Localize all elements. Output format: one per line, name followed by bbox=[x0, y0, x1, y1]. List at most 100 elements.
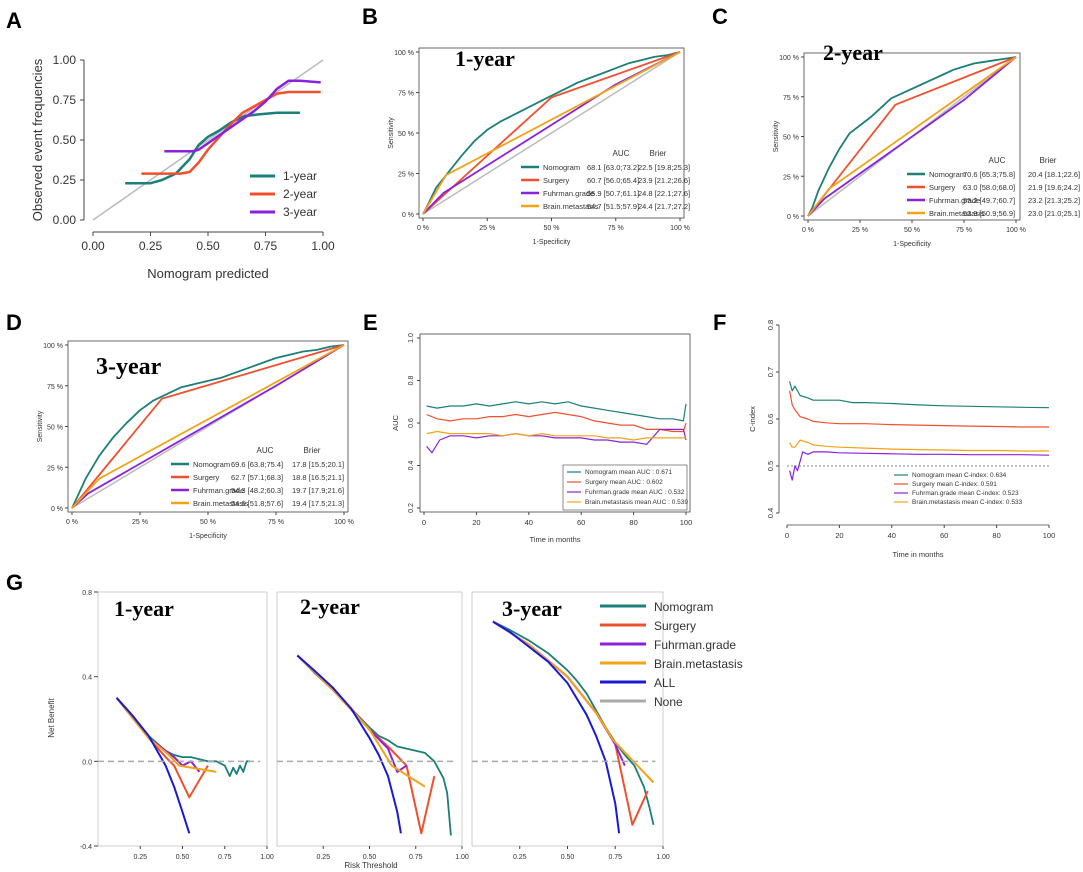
d-row-auc: 62.7 [57.1;68.3] bbox=[231, 473, 283, 482]
a-x-tick-label: 0.75 bbox=[254, 239, 278, 253]
b-x-tick-label: 0 % bbox=[417, 225, 429, 232]
e-x-tick-label: 40 bbox=[525, 518, 533, 527]
e-x-tick-label: 80 bbox=[629, 518, 637, 527]
c-row-auc: 53.9 [50.9;56.9] bbox=[963, 209, 1015, 218]
f-x-tick-label: 40 bbox=[888, 531, 896, 540]
e-line-Surgery bbox=[426, 411, 687, 433]
b-row-name: Brain.metastasis bbox=[543, 202, 599, 211]
c-roc-Nomogram bbox=[807, 56, 1017, 217]
b-row-brier: 24.4 [21.7;27.2] bbox=[638, 202, 690, 211]
d-title: 3-year bbox=[96, 354, 162, 380]
g1-x-tick-label: 0.50 bbox=[176, 854, 190, 861]
a-y-tick-label: 0.25 bbox=[53, 173, 77, 187]
g1-frame bbox=[97, 591, 268, 847]
g2-x-tick-label: 0.25 bbox=[316, 854, 330, 861]
f-x-tick-label: 20 bbox=[835, 531, 843, 540]
b-y-tick-label: 100 % bbox=[394, 50, 414, 57]
d-auc-header: AUC bbox=[257, 446, 274, 455]
b-title: 1-year bbox=[455, 46, 515, 71]
g1-x-tick-label: 0.75 bbox=[218, 854, 232, 861]
g2-line-ALL bbox=[296, 654, 402, 834]
d-row-name: Surgery bbox=[193, 473, 220, 482]
g3-x-tick-label: 0.75 bbox=[608, 854, 622, 861]
d-x-tick-label: 50 % bbox=[200, 519, 216, 526]
g-legend-label: Surgery bbox=[654, 619, 696, 633]
b-row-brier: 24.8 [22.1;27.6] bbox=[638, 189, 690, 198]
c-row-name: Nomogram bbox=[929, 170, 966, 179]
g1-x-tick-label: 0.25 bbox=[133, 854, 147, 861]
a-x-tick-label: 1.00 bbox=[311, 239, 335, 253]
d-row-auc: 54.3 [48.2;60.3] bbox=[231, 486, 283, 495]
a-x-tick-label: 0.00 bbox=[81, 239, 105, 253]
d-row-brier: 19.4 [17.5;21.3] bbox=[292, 499, 344, 508]
f-x-tick-label: 80 bbox=[992, 531, 1000, 540]
e-legend-label: Surgery mean AUC : 0.602 bbox=[585, 479, 663, 486]
c-row-name: Brain.metastasis bbox=[929, 209, 985, 218]
c-x-label: 1-Specificity bbox=[893, 241, 931, 248]
b-row-auc: 60.7 [56.0;65.4] bbox=[587, 176, 639, 185]
e-line-Fuhrman.grade bbox=[426, 428, 687, 454]
g3-frame bbox=[471, 591, 664, 847]
g-legend-label: Nomogram bbox=[654, 600, 713, 614]
f-legend-label: Brain.metastasis mean C-index: 0.533 bbox=[912, 499, 1023, 506]
c-row-brier: 23.2 [21.3;25.2] bbox=[1028, 196, 1080, 205]
c-row-brier: 23.0 [21.0;25.1] bbox=[1028, 209, 1080, 218]
g1-line-Brain.metastasis bbox=[115, 697, 217, 773]
b-auc-header: AUC bbox=[613, 149, 630, 158]
d-y-label: Sensitivity bbox=[37, 410, 44, 442]
d-x-tick-label: 25 % bbox=[132, 519, 148, 526]
d-y-tick-label: 25 % bbox=[47, 465, 63, 472]
e-line-Brain.metastasis bbox=[426, 430, 686, 441]
c-y-label: Sensitivity bbox=[773, 120, 780, 152]
f-y-tick-label: 0.6 bbox=[766, 414, 775, 424]
g1-line-ALL bbox=[115, 697, 191, 834]
b-y-tick-label: 0 % bbox=[402, 212, 414, 219]
d-y-tick-label: 50 % bbox=[47, 425, 63, 432]
e-legend-label: Nomogram mean AUC : 0.671 bbox=[585, 469, 672, 476]
g3-x-tick-label: 0.50 bbox=[561, 854, 575, 861]
e-legend-label: Brain.metastasis mean AUC : 0.539 bbox=[585, 499, 688, 506]
panel-letter-c: C bbox=[712, 4, 728, 29]
d-row-name: Fuhrman.grade bbox=[193, 486, 244, 495]
e-y-tick-label: 0.8 bbox=[408, 376, 415, 386]
f-line-Brain.metastasis bbox=[789, 439, 1049, 452]
e-y-tick-label: 1.0 bbox=[408, 333, 415, 343]
e-x-tick-label: 60 bbox=[577, 518, 585, 527]
e-x-tick-label: 20 bbox=[472, 518, 480, 527]
d-row-name: Brain.metastasis bbox=[193, 499, 249, 508]
e-y-tick-label: 0.4 bbox=[408, 461, 415, 471]
panel-letter-e: E bbox=[363, 310, 378, 335]
d-y-tick-label: 0 % bbox=[51, 506, 63, 513]
a-x-tick-label: 0.25 bbox=[139, 239, 163, 253]
b-row-auc: 68.1 [63.0;73.2] bbox=[587, 163, 639, 172]
g-y-tick-label: 0.4 bbox=[82, 675, 92, 682]
c-y-tick-label: 0 % bbox=[787, 214, 799, 221]
f-legend-label: Fuhrman.grade mean C-index: 0.523 bbox=[912, 490, 1019, 497]
g3-title: 3-year bbox=[502, 596, 562, 621]
f-x-tick-label: 100 bbox=[1043, 531, 1056, 540]
c-y-tick-label: 50 % bbox=[783, 135, 799, 142]
c-row-brier: 20.4 [18.1;22.6] bbox=[1028, 170, 1080, 179]
d-x-label: 1-Specificity bbox=[189, 533, 227, 540]
d-y-tick-label: 75 % bbox=[47, 384, 63, 391]
f-x-tick-label: 0 bbox=[785, 531, 789, 540]
b-y-tick-label: 50 % bbox=[398, 131, 414, 138]
g1-title: 1-year bbox=[114, 596, 174, 621]
g3-line-Nomogram bbox=[492, 620, 655, 826]
d-row-name: Nomogram bbox=[193, 460, 230, 469]
d-roc-Surgery bbox=[71, 344, 345, 509]
b-y-label: Sensitivity bbox=[388, 117, 395, 149]
c-row-brier: 21.9 [19.6;24.2] bbox=[1028, 183, 1080, 192]
d-x-tick-label: 0 % bbox=[66, 519, 78, 526]
a-legend-label: 3-year bbox=[283, 205, 317, 219]
g2-line-Surgery bbox=[296, 654, 436, 835]
b-row-auc: 55.9 [50.7;61.1] bbox=[587, 189, 639, 198]
g2-line-Brain.metastasis bbox=[296, 654, 426, 788]
c-y-tick-label: 100 % bbox=[779, 55, 799, 62]
b-roc-Surgery bbox=[422, 51, 681, 215]
c-x-tick-label: 25 % bbox=[852, 227, 868, 234]
g3-x-tick-label: 0.25 bbox=[513, 854, 527, 861]
a-y-tick-label: 1.00 bbox=[53, 53, 77, 67]
f-y-tick-label: 0.7 bbox=[766, 367, 775, 377]
g3-line-Brain.metastasis bbox=[492, 620, 655, 784]
